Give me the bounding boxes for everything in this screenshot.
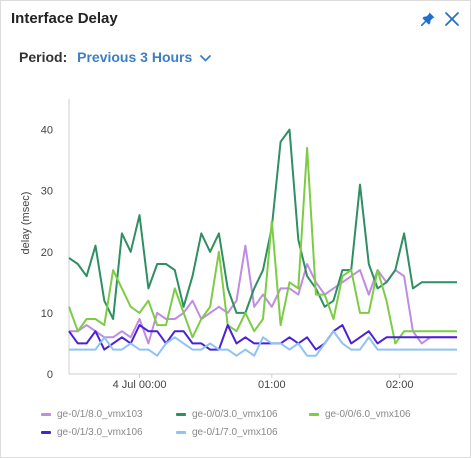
legend-item-ge-0-0-3-0-vmx106[interactable]: ge-0/0/3.0_vmx106: [176, 409, 278, 420]
legend-swatch: [41, 412, 51, 416]
period-dropdown[interactable]: Previous 3 Hours: [77, 49, 212, 65]
series-line-ge-0-1-7-0-vmx106: [69, 330, 457, 357]
legend-item-ge-0-1-8-0-vmx103[interactable]: ge-0/1/8.0_vmx103: [41, 409, 143, 420]
chevron-down-icon: [200, 54, 212, 62]
x-tick-label: 4 Jul 00:00: [113, 379, 167, 391]
chart-axes: [68, 99, 457, 378]
x-tick-label: 01:00: [258, 379, 286, 391]
legend-swatch: [176, 412, 186, 416]
widget-header: Interface Delay: [1, 1, 470, 39]
legend-row-2: ge-0/1/3.0_vmx106 ge-0/1/7.0_vmx106: [41, 427, 461, 445]
series-line-ge-0-0-3-0-vmx106: [68, 128, 457, 320]
legend-row-1: ge-0/1/8.0_vmx103 ge-0/0/3.0_vmx106 ge-0…: [41, 409, 461, 427]
legend-label: ge-0/1/8.0_vmx103: [57, 409, 143, 420]
chart-legend: ge-0/1/8.0_vmx103 ge-0/0/3.0_vmx106 ge-0…: [41, 409, 461, 445]
legend-swatch: [41, 430, 51, 434]
series-line-ge-0-0-6-0-vmx106: [68, 146, 457, 345]
chart-area: 0 10 20 30 40 4 Jul 00:00 01:00 02:00 delay (m…: [1, 77, 471, 457]
y-tick-label: 20: [41, 247, 53, 259]
period-value: Previous 3 Hours: [77, 49, 193, 65]
legend-label: ge-0/0/3.0_vmx106: [192, 409, 278, 420]
series-line-ge-0-1-3-0-vmx106: [68, 324, 457, 351]
legend-item-ge-0-1-7-0-vmx106[interactable]: ge-0/1/7.0_vmx106: [176, 427, 278, 438]
legend-label: ge-0/1/3.0_vmx106: [57, 427, 143, 438]
y-axis-tick-labels: 0 10 20 30 40: [41, 125, 53, 381]
legend-label: ge-0/0/6.0_vmx106: [325, 409, 411, 420]
y-tick-label: 10: [41, 308, 53, 320]
y-axis-label: delay (msec): [20, 192, 32, 255]
close-icon[interactable]: [444, 11, 460, 27]
legend-item-ge-0-1-3-0-vmx106[interactable]: ge-0/1/3.0_vmx106: [41, 427, 143, 438]
x-axis-tick-labels: 4 Jul 00:00 01:00 02:00: [113, 379, 414, 391]
y-tick-label: 0: [47, 369, 53, 381]
legend-swatch: [309, 412, 319, 416]
y-tick-label: 40: [41, 125, 53, 137]
x-tick-label: 02:00: [386, 379, 414, 391]
period-selector-row: Period: Previous 3 Hours: [19, 49, 212, 65]
pin-icon[interactable]: [421, 12, 435, 26]
y-tick-label: 30: [41, 186, 53, 198]
series-lines: [68, 128, 457, 357]
delay-line-chart: 0 10 20 30 40 4 Jul 00:00 01:00 02:00 delay (m…: [20, 99, 457, 391]
legend-swatch: [176, 430, 186, 434]
widget-title: Interface Delay: [11, 10, 118, 27]
legend-label: ge-0/1/7.0_vmx106: [192, 427, 278, 438]
legend-item-ge-0-0-6-0-vmx106[interactable]: ge-0/0/6.0_vmx106: [309, 409, 411, 420]
period-label: Period:: [19, 49, 68, 65]
series-line-ge-0-1-8-0-vmx103: [69, 244, 457, 345]
